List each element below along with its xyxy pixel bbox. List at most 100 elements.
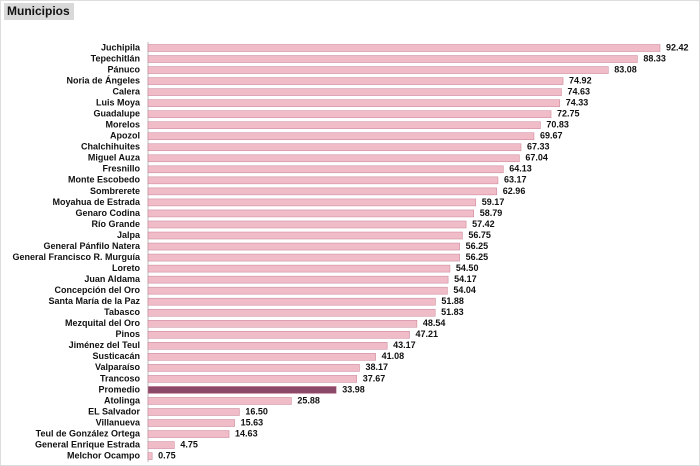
bar — [147, 430, 230, 438]
category-label: Guadalupe — [93, 109, 140, 119]
value-label: 33.98 — [342, 384, 365, 394]
bar — [147, 198, 477, 207]
bar — [147, 386, 337, 394]
bar — [147, 88, 562, 96]
value-label: 51.88 — [441, 296, 464, 306]
category-label: Villanueva — [96, 417, 141, 427]
category-label: Promedio — [98, 384, 140, 394]
category-label: Jiménez del Teul — [69, 340, 140, 350]
category-label: Tepechitlán — [91, 53, 140, 63]
bar — [147, 143, 522, 152]
bar — [147, 110, 552, 118]
bar — [147, 209, 474, 218]
category-label: Juchipila — [101, 42, 141, 52]
value-label: 88.33 — [643, 53, 666, 63]
category-label: Río Grande — [91, 219, 140, 229]
category-label: General Francisco R. Murguía — [12, 252, 141, 262]
value-label: 51.83 — [441, 307, 464, 317]
category-label: Valparaíso — [95, 362, 141, 372]
category-label: Santa María de la Paz — [48, 296, 140, 306]
bar — [147, 419, 235, 427]
bar — [147, 397, 292, 405]
value-label: 72.75 — [557, 109, 580, 119]
value-label: 48.54 — [423, 318, 446, 328]
bar — [147, 154, 520, 163]
category-label: Chalchihuites — [81, 142, 140, 152]
category-label: Monte Escobedo — [68, 175, 141, 185]
category-label: Luis Moya — [96, 98, 141, 108]
bar — [147, 55, 638, 63]
category-label: Fresnillo — [102, 164, 140, 174]
category-label: General Enrique Estrada — [35, 439, 141, 449]
bar — [147, 264, 451, 273]
value-label: 63.17 — [504, 175, 527, 185]
value-label: 37.67 — [363, 373, 386, 383]
value-label: 15.63 — [241, 417, 264, 427]
category-label: EL Salvador — [88, 406, 140, 416]
category-label: Noria de Ángeles — [66, 75, 140, 85]
value-label: 69.67 — [540, 131, 563, 141]
value-label: 67.04 — [525, 153, 548, 163]
bar — [147, 44, 661, 52]
category-label: Genaro Codina — [75, 208, 141, 218]
category-label: Melchor Ocampo — [67, 450, 141, 460]
value-label: 56.25 — [466, 241, 489, 251]
bar — [147, 286, 448, 295]
value-label: 56.25 — [466, 252, 489, 262]
bar — [147, 408, 240, 416]
value-label: 67.33 — [527, 142, 550, 152]
category-label: Susticacán — [92, 351, 140, 361]
value-label: 4.75 — [180, 439, 198, 449]
bar — [147, 297, 436, 306]
bar — [147, 121, 541, 129]
category-label: Morelos — [105, 120, 140, 130]
bar — [147, 231, 463, 240]
value-label: 54.17 — [454, 274, 477, 284]
bar — [147, 66, 609, 74]
value-label: 56.75 — [468, 230, 491, 240]
category-label: Miguel Auza — [88, 153, 141, 163]
category-label: Calera — [112, 86, 141, 96]
category-label: Trancoso — [100, 373, 141, 383]
bar — [147, 132, 535, 140]
bar — [147, 99, 561, 107]
bar — [147, 364, 360, 372]
value-label: 62.96 — [503, 186, 526, 196]
value-label: 43.17 — [393, 340, 416, 350]
bar — [147, 242, 460, 251]
value-label: 54.04 — [453, 285, 476, 295]
value-label: 70.83 — [546, 120, 569, 130]
value-label: 74.92 — [569, 75, 592, 85]
value-label: 54.50 — [456, 263, 479, 273]
chart-title: Municipios — [7, 4, 70, 18]
value-label: 16.50 — [245, 406, 268, 416]
bar — [147, 441, 175, 449]
bar — [147, 176, 499, 185]
category-label: Atolinga — [104, 395, 141, 405]
category-label: Teul de González Ortega — [36, 428, 141, 438]
value-label: 41.08 — [382, 351, 405, 361]
category-label: Apozol — [110, 131, 140, 141]
category-label: Pánuco — [107, 64, 140, 74]
bar — [147, 331, 410, 339]
value-label: 92.42 — [666, 42, 689, 52]
bar — [147, 77, 564, 85]
category-label: General Pánfilo Natera — [43, 241, 141, 251]
value-label: 58.79 — [480, 208, 503, 218]
category-label: Loreto — [112, 263, 141, 273]
bar — [147, 165, 504, 174]
bar — [147, 353, 376, 361]
value-label: 38.17 — [365, 362, 388, 372]
bar — [147, 452, 153, 460]
bar — [147, 253, 460, 262]
value-label: 64.13 — [509, 164, 532, 174]
value-label: 47.21 — [416, 329, 439, 339]
category-label: Concepción del Oro — [54, 285, 140, 295]
title-background — [4, 3, 74, 20]
bar — [147, 308, 436, 317]
bar — [147, 187, 498, 196]
category-label: Jalpa — [117, 230, 141, 240]
category-label: Pinos — [115, 329, 140, 339]
